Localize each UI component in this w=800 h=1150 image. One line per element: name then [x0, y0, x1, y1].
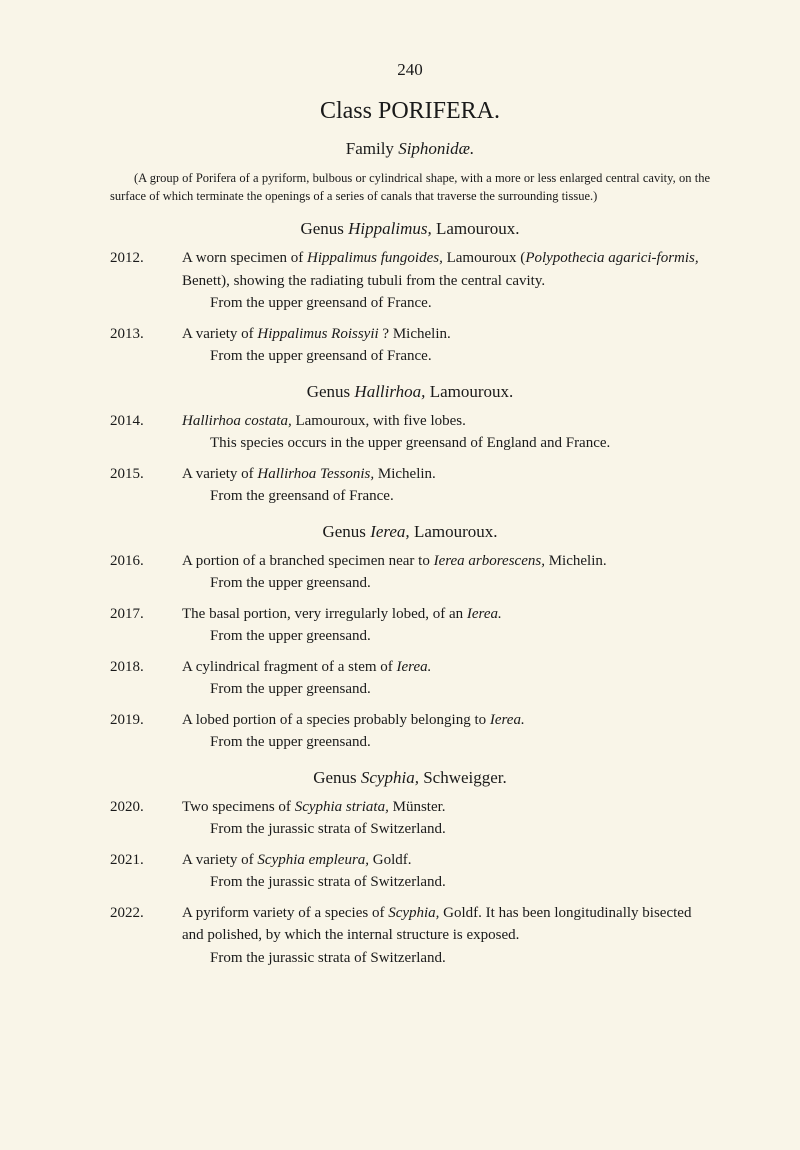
catalog-entry: 2022. A pyriform variety of a species of …: [110, 902, 710, 970]
entry-text: A worn specimen of Hippalimus fungoides,…: [182, 247, 710, 292]
genus-author: Lamouroux.: [425, 382, 513, 401]
entry-text-mid: Lamouroux (: [443, 250, 525, 266]
species-name: Polypothecia agarici-formis,: [525, 250, 698, 266]
entry-text-post: ? Michelin.: [379, 326, 451, 342]
entry-text-pre: Two specimens of: [182, 799, 295, 815]
entry-provenance: From the upper greensand.: [210, 625, 710, 648]
entry-text-pre: A variety of: [182, 326, 257, 342]
genus-line: Genus Scyphia, Schweigger.: [110, 768, 710, 788]
species-name: Scyphia empleura,: [257, 852, 369, 868]
entry-provenance: From the upper greensand of France.: [210, 345, 710, 368]
entry-provenance: This species occurs in the upper greensa…: [210, 432, 710, 455]
genus-name: Hippalimus,: [348, 219, 432, 238]
genus-name: Scyphia,: [361, 768, 419, 787]
entry-text-pre: A pyriform variety of a species of: [182, 905, 388, 921]
genera-container: Genus Hippalimus, Lamouroux. 2012. A worn …: [110, 219, 710, 969]
entry-text: The basal portion, very irregularly lobe…: [182, 603, 710, 626]
catalog-entry: 2020. Two specimens of Scyphia striata, M…: [110, 796, 710, 841]
entry-text-pre: A variety of: [182, 466, 257, 482]
entry-text: A variety of Hippalimus Roissyii ? Miche…: [182, 323, 710, 346]
entry-text-post: Michelin.: [545, 553, 607, 569]
genus-author: Schweigger.: [419, 768, 507, 787]
species-name: Scyphia striata,: [295, 799, 389, 815]
entry-provenance: From the jurassic strata of Switzerland.: [210, 947, 710, 970]
entry-number: 2017.: [110, 603, 144, 626]
entry-text-pre: A lobed portion of a species probably be…: [182, 712, 490, 728]
catalog-entry: 2018. A cylindrical fragment of a stem of…: [110, 656, 710, 701]
entry-provenance: From the greensand of France.: [210, 485, 710, 508]
entry-number: 2020.: [110, 796, 144, 819]
entry-text-post: Benett), showing the radiating tubuli fr…: [182, 273, 545, 289]
page-number: 240: [110, 60, 710, 80]
catalog-entry: 2017. The basal portion, very irregularly…: [110, 603, 710, 648]
entry-number: 2014.: [110, 410, 144, 433]
entry-text-post: Lamouroux, with five lobes.: [292, 413, 466, 429]
genus-name: Hallirhoa,: [354, 382, 425, 401]
species-name: Hallirhoa Tessonis,: [257, 466, 374, 482]
entry-text-post: Goldf.: [369, 852, 412, 868]
species-name: Ierea.: [490, 712, 525, 728]
genus-author: Lamouroux.: [410, 522, 498, 541]
catalog-entry: 2014. Hallirhoa costata, Lamouroux, with …: [110, 410, 710, 455]
entry-text-post: Michelin.: [374, 466, 436, 482]
family-label: Family: [346, 139, 398, 158]
entry-text: A portion of a branched specimen near to…: [182, 550, 710, 573]
genus-label: Genus: [307, 382, 355, 401]
entry-text-post: Münster.: [389, 799, 446, 815]
entry-provenance: From the upper greensand.: [210, 572, 710, 595]
catalog-entry: 2015. A variety of Hallirhoa Tessonis, Mi…: [110, 463, 710, 508]
entry-text-pre: A worn specimen of: [182, 250, 307, 266]
catalog-entry: 2019. A lobed portion of a species probab…: [110, 709, 710, 754]
entry-text: A lobed portion of a species probably be…: [182, 709, 710, 732]
genus-name: Ierea,: [370, 522, 410, 541]
genus-label: Genus: [322, 522, 370, 541]
species-name: Ierea arborescens,: [434, 553, 545, 569]
catalog-entry: 2021. A variety of Scyphia empleura, Gold…: [110, 849, 710, 894]
entry-provenance: From the upper greensand.: [210, 678, 710, 701]
genus-line: Genus Hippalimus, Lamouroux.: [110, 219, 710, 239]
entry-text: A cylindrical fragment of a stem of Iere…: [182, 656, 710, 679]
family-line: Family Siphonidæ.: [110, 139, 710, 159]
genus-line: Genus Ierea, Lamouroux.: [110, 522, 710, 542]
entry-provenance: From the upper greensand.: [210, 731, 710, 754]
entry-text-pre: A variety of: [182, 852, 257, 868]
genus-label: Genus: [300, 219, 348, 238]
genus-author: Lamouroux.: [432, 219, 520, 238]
entry-text-pre: The basal portion, very irregularly lobe…: [182, 606, 467, 622]
entry-text: Two specimens of Scyphia striata, Münste…: [182, 796, 710, 819]
species-name: Hippalimus Roissyii: [257, 326, 378, 342]
entry-text: Hallirhoa costata, Lamouroux, with five …: [182, 410, 710, 433]
species-name: Scyphia,: [388, 905, 439, 921]
genus-label: Genus: [313, 768, 361, 787]
entry-text-pre: A portion of a branched specimen near to: [182, 553, 434, 569]
species-name: Ierea.: [397, 659, 432, 675]
entry-text: A pyriform variety of a species of Scyph…: [182, 902, 710, 947]
catalog-entry: 2016. A portion of a branched specimen ne…: [110, 550, 710, 595]
entry-provenance: From the jurassic strata of Switzerland.: [210, 871, 710, 894]
entry-number: 2021.: [110, 849, 144, 872]
entry-number: 2022.: [110, 902, 144, 925]
species-name: Ierea.: [467, 606, 502, 622]
entry-text-pre: A cylindrical fragment of a stem of: [182, 659, 397, 675]
species-name: Hippalimus fungoides,: [307, 250, 443, 266]
entry-provenance: From the upper greensand of France.: [210, 292, 710, 315]
entry-provenance: From the jurassic strata of Switzerland.: [210, 818, 710, 841]
entry-number: 2016.: [110, 550, 144, 573]
page-content: 240 Class PORIFERA. Family Siphonidæ. (A…: [0, 0, 800, 1017]
entry-number: 2012.: [110, 247, 144, 270]
class-title: Class PORIFERA.: [110, 98, 710, 125]
entry-number: 2013.: [110, 323, 144, 346]
entry-number: 2019.: [110, 709, 144, 732]
entry-text: A variety of Hallirhoa Tessonis, Micheli…: [182, 463, 710, 486]
entry-text: A variety of Scyphia empleura, Goldf.: [182, 849, 710, 872]
entry-number: 2015.: [110, 463, 144, 486]
family-name: Siphonidæ.: [398, 139, 474, 158]
genus-line: Genus Hallirhoa, Lamouroux.: [110, 382, 710, 402]
species-name: Hallirhoa costata,: [182, 413, 292, 429]
entry-number: 2018.: [110, 656, 144, 679]
catalog-entry: 2012. A worn specimen of Hippalimus fungo…: [110, 247, 710, 315]
catalog-entry: 2013. A variety of Hippalimus Roissyii ? …: [110, 323, 710, 368]
family-description: (A group of Porifera of a pyriform, bulb…: [110, 169, 710, 205]
